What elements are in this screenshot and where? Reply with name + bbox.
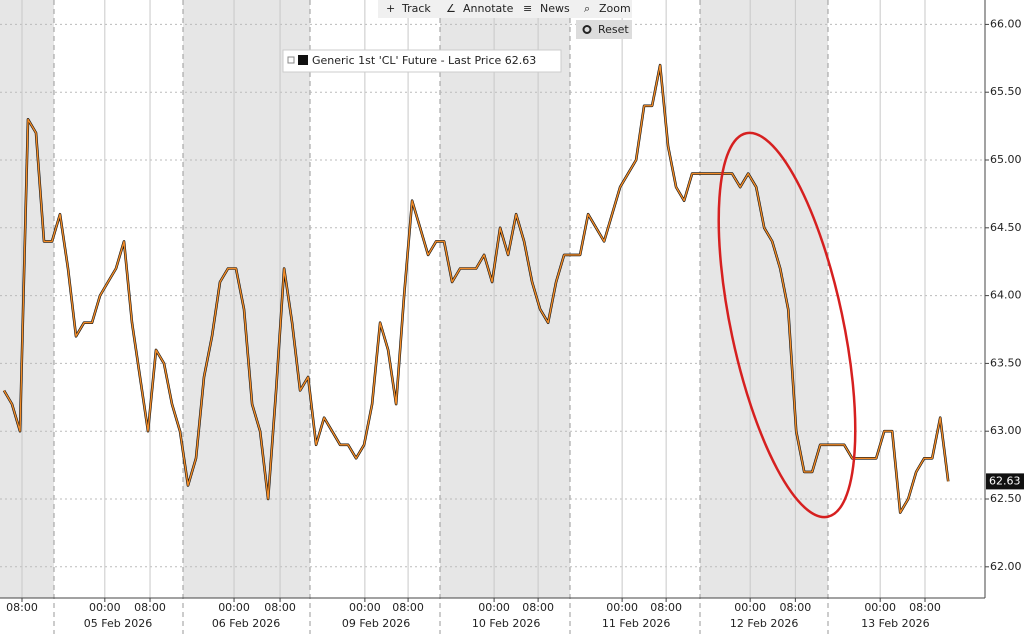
legend: Generic 1st 'CL' Future - Last Price 62.… [282, 49, 562, 73]
x-date-label: 10 Feb 2026 [472, 617, 540, 630]
x-tick-label: 08:00 [522, 601, 554, 614]
x-tick-label: 08:00 [909, 601, 941, 614]
y-tick-label: 63.50 [990, 356, 1022, 369]
legend-toggle[interactable] [287, 56, 295, 64]
x-tick-label: 08:00 [780, 601, 812, 614]
annotate-icon: ∠ [446, 2, 456, 15]
day-boundaries [53, 0, 829, 634]
plot [2, 63, 950, 514]
reset-button[interactable]: Reset [598, 23, 629, 36]
y-tick-label: 62.00 [990, 560, 1022, 573]
x-date-label: 13 Feb 2026 [861, 617, 929, 630]
y-tick-label: 65.50 [990, 85, 1022, 98]
y-tick-label: 64.50 [990, 221, 1022, 234]
track-button[interactable]: Track [401, 2, 431, 15]
x-tick-label: 00:00 [864, 601, 896, 614]
toolbar-bg [378, 0, 632, 18]
reset-bg[interactable] [576, 20, 632, 39]
x-tick-label: 00:00 [606, 601, 638, 614]
axes: 62.00 62.50 63.00 63.50 64.00 64.50 65.00 65.50… [6, 17, 1024, 630]
x-date-label: 09 Feb 2026 [342, 617, 410, 630]
news-button[interactable]: News [540, 2, 570, 15]
sessions [0, 0, 828, 598]
news-icon: ≡ [523, 2, 532, 15]
y-tick-label: 64.00 [990, 289, 1022, 302]
price-line [3, 64, 949, 514]
last-price-label: 62.63 [989, 474, 1021, 487]
x-date-label: 12 Feb 2026 [730, 617, 798, 630]
session-shade [440, 0, 570, 598]
zoom-icon: ⌕ [584, 2, 590, 15]
x-tick-label: 00:00 [478, 601, 510, 614]
x-tick-label: 08:00 [650, 601, 682, 614]
x-tick-label: 00:00 [89, 601, 121, 614]
y-tick-label: 66.00 [990, 17, 1022, 30]
legend-swatch [298, 55, 308, 65]
highlight-ellipse [717, 131, 857, 519]
x-tick-label: 08:00 [134, 601, 166, 614]
session-shade [700, 0, 828, 598]
x-tick-label: 00:00 [349, 601, 381, 614]
x-date-label: 05 Feb 2026 [84, 617, 152, 630]
session-shade [0, 0, 54, 598]
x-tick-label: 08:00 [6, 601, 38, 614]
zoom-button[interactable]: Zoom [599, 2, 631, 15]
track-icon: + [386, 2, 395, 15]
x-tick-label: 00:00 [218, 601, 250, 614]
reset-icon [582, 25, 592, 34]
x-date-label: 06 Feb 2026 [212, 617, 280, 630]
legend-label: Generic 1st 'CL' Future - Last Price 62.… [312, 54, 536, 67]
x-tick-label: 08:00 [264, 601, 296, 614]
x-tick-label: 08:00 [392, 601, 424, 614]
annotate-button[interactable]: Annotate [463, 2, 514, 15]
y-tick-label: 65.00 [990, 153, 1022, 166]
legend-box [282, 49, 562, 73]
y-tick-label: 62.50 [990, 492, 1022, 505]
toolbar: + Track ∠ Annotate ≡ News ⌕ Zoom Reset [378, 0, 632, 39]
session-shade [183, 0, 310, 598]
x-tick-label: 00:00 [734, 601, 766, 614]
last-price-box [986, 473, 1024, 490]
y-tick-label: 63.00 [990, 424, 1022, 437]
x-date-label: 11 Feb 2026 [602, 617, 670, 630]
